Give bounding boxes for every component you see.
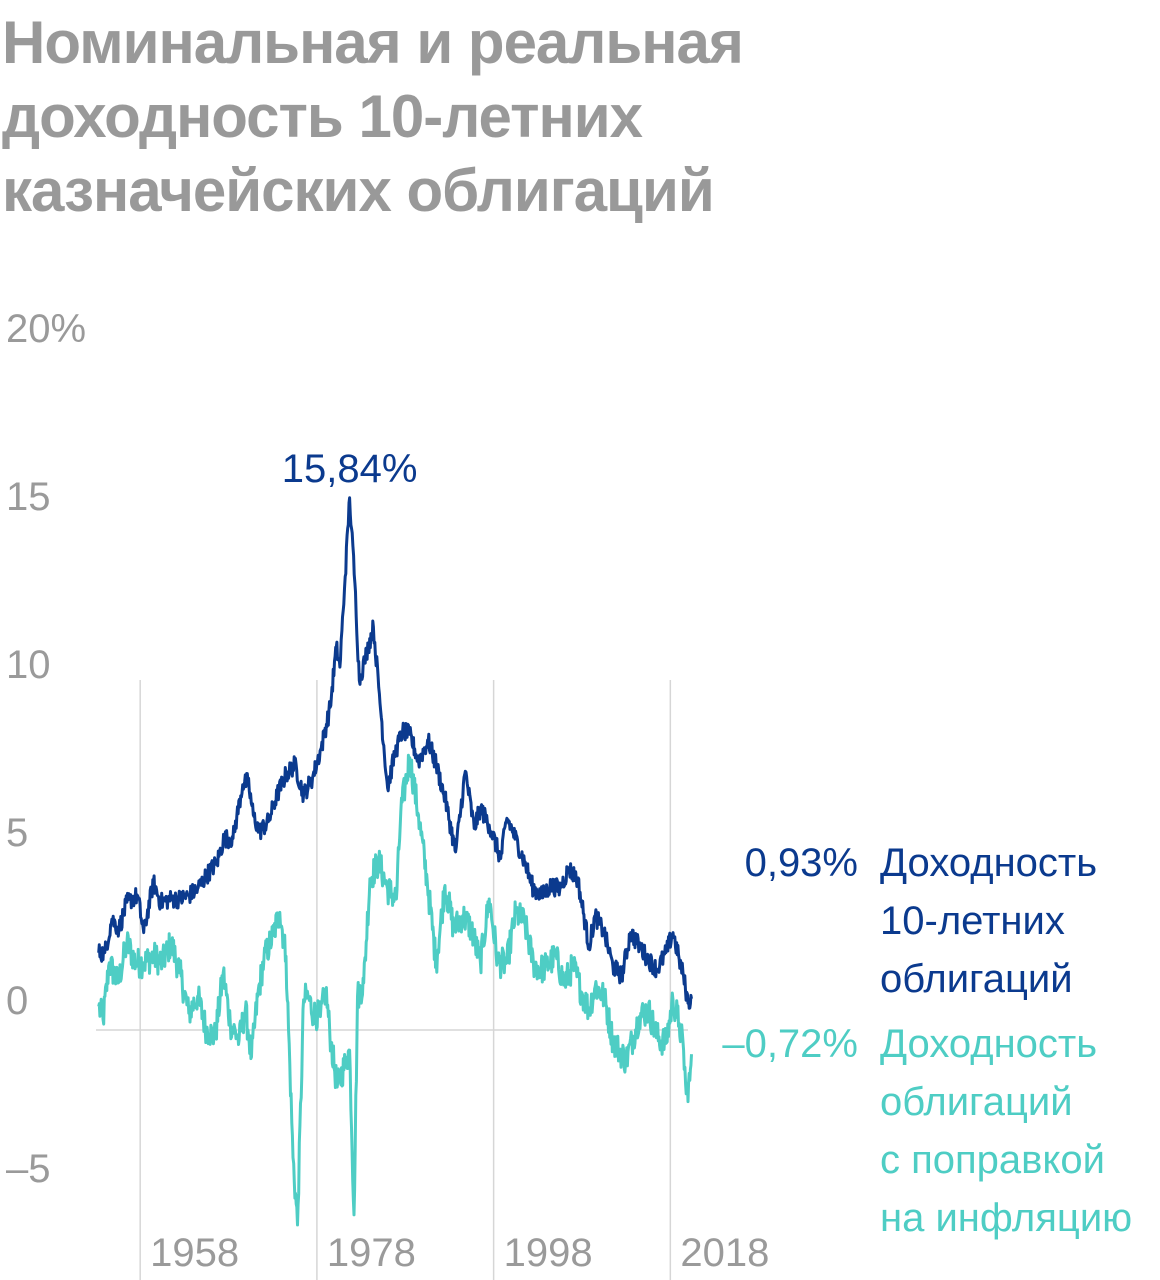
annotations: 15,84% (282, 447, 418, 491)
x-tick-label: 1998 (504, 1231, 593, 1275)
x-axis-ticks: 1958 1978 1998 2018 (150, 1231, 769, 1275)
y-tick-label: –5 (6, 1147, 51, 1191)
y-tick-label: 20% (6, 307, 86, 351)
legend-label-line: на инфляцию (880, 1196, 1132, 1240)
x-tick-label: 1958 (150, 1231, 239, 1275)
series-lines (97, 496, 693, 1227)
legend-label-line: с поправкой (880, 1138, 1105, 1182)
y-axis-ticks: 20% 15 10 5 0 –5 (6, 307, 86, 1191)
y-tick-label: 10 (6, 643, 51, 687)
y-tick-label: 5 (6, 811, 28, 855)
legend-label-line: 10-летних (880, 899, 1065, 943)
legend-label-line: облигаций (880, 957, 1073, 1001)
series-end-value: 0,93% (745, 841, 858, 885)
peak-value-label: 15,84% (282, 447, 418, 491)
y-tick-label: 15 (6, 475, 51, 519)
nominal-yield-line (97, 496, 693, 1010)
legend-label-line: Доходность (880, 841, 1097, 885)
y-tick-label: 0 (6, 979, 28, 1023)
legend: 0,93% Доходность 10-летних облигаций –0,72% Д… (722, 841, 1132, 1240)
chart-title: Номинальная и реальная доходность 10-лет… (2, 9, 744, 224)
x-tick-label: 2018 (680, 1231, 769, 1275)
legend-label-line: Доходность (880, 1022, 1097, 1066)
series-end-value: –0,72% (722, 1022, 858, 1066)
x-tick-label: 1978 (327, 1231, 416, 1275)
real-yield-line (97, 753, 693, 1227)
legend-label-line: облигаций (880, 1080, 1073, 1124)
gridlines (96, 680, 688, 1280)
